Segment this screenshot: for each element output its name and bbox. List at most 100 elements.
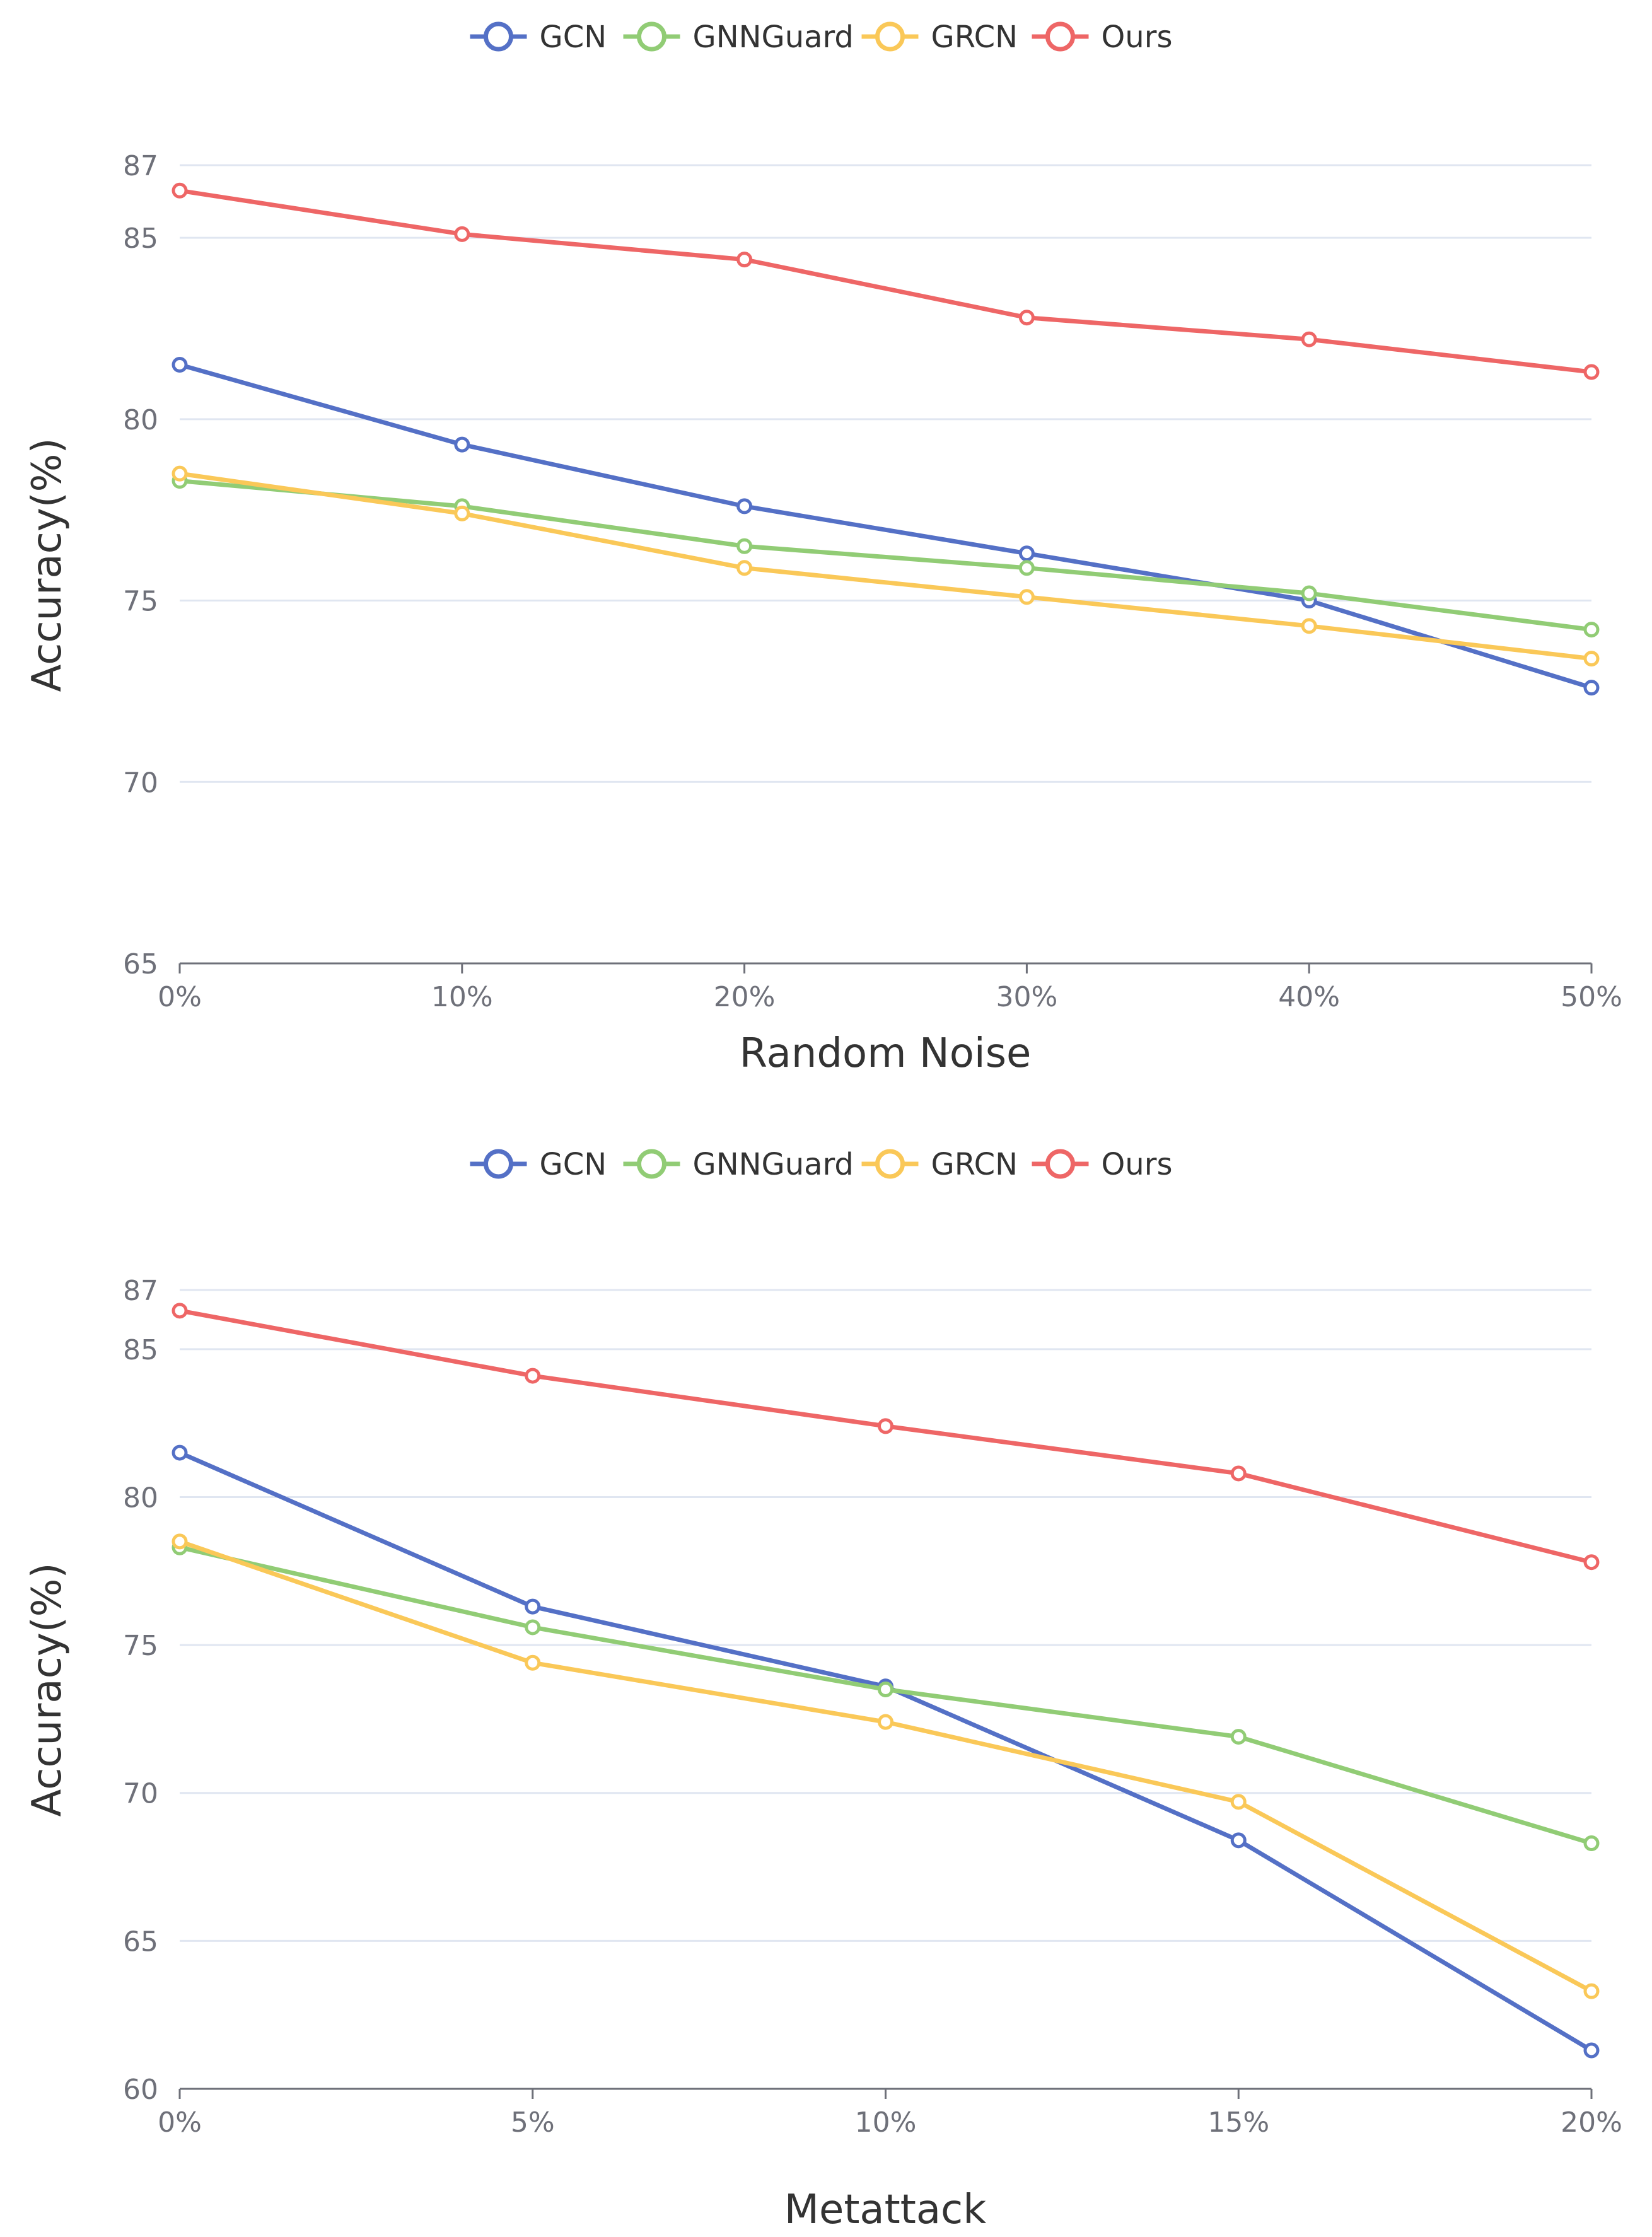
data-point[interactable]: [1230, 1729, 1247, 1745]
data-point[interactable]: [1230, 1465, 1247, 1482]
legend: GCN GNNGuard GRCN Ours: [470, 1147, 1173, 1182]
y-tick-label: 70: [123, 767, 158, 799]
series-gcn: [172, 1444, 1600, 2059]
y-axis-title: Accuracy(%): [24, 1563, 71, 1817]
x-axis-title: Metattack: [784, 2187, 987, 2233]
x-tick-label: 40%: [1278, 981, 1340, 1013]
data-point[interactable]: [1583, 1835, 1600, 1852]
x-tick-label: 5%: [511, 2106, 555, 2139]
data-point[interactable]: [525, 1654, 541, 1671]
data-point[interactable]: [736, 560, 753, 576]
x-tick-label: 0%: [158, 981, 202, 1013]
legend-marker-icon: [1045, 1149, 1075, 1179]
data-point[interactable]: [172, 1444, 188, 1461]
data-point[interactable]: [1583, 622, 1600, 638]
legend-item-ours[interactable]: Ours: [1032, 20, 1173, 55]
data-point[interactable]: [1301, 618, 1317, 634]
data-point[interactable]: [736, 252, 753, 268]
series-gnnguard: [172, 473, 1600, 638]
y-tick-label: 60: [123, 2074, 158, 2106]
data-point[interactable]: [736, 498, 753, 514]
data-point[interactable]: [1301, 585, 1317, 601]
data-point[interactable]: [1583, 651, 1600, 667]
x-tick-label: 30%: [996, 981, 1058, 1013]
data-point[interactable]: [736, 538, 753, 554]
series-line-grcn: [179, 471, 1592, 661]
y-tick-label: 65: [123, 1926, 158, 1958]
data-point[interactable]: [1018, 589, 1035, 605]
axes: 65 70 75 80 85 87 0% 10% 20% 30% 40% 50%: [123, 150, 1622, 1013]
x-tick-label: 10%: [855, 2106, 917, 2139]
data-point[interactable]: [1583, 2042, 1600, 2059]
legend-item-ours[interactable]: Ours: [1032, 1147, 1173, 1182]
y-tick-label: 85: [123, 1334, 158, 1366]
series-line-gcn: [179, 363, 1593, 690]
series-gcn: [172, 357, 1600, 696]
x-tick-label: 50%: [1561, 981, 1622, 1013]
series-layer: [172, 1303, 1600, 2059]
data-point[interactable]: [1018, 310, 1035, 326]
chart-metattack: GCN GNNGuard GRCN Ours 60 65 70 75 80 85 87 0% 5% 10…: [24, 1147, 1622, 2233]
y-tick-label: 80: [123, 1482, 158, 1514]
legend-label: GNNGuard: [693, 1147, 854, 1182]
x-tick-label: 15%: [1207, 2106, 1269, 2139]
series-layer: [172, 182, 1600, 696]
x-tick-label: 0%: [158, 2106, 202, 2139]
y-axis-title: Accuracy(%): [24, 438, 71, 692]
data-point[interactable]: [525, 1598, 541, 1615]
y-tick-label: 75: [123, 1630, 158, 1662]
legend-item-gnnguard[interactable]: GNNGuard: [623, 1147, 854, 1182]
series-grcn: [172, 465, 1600, 667]
data-point[interactable]: [172, 357, 188, 373]
axes: 60 65 70 75 80 85 87 0% 5% 10% 15% 20%: [123, 1275, 1622, 2139]
x-tick-label: 10%: [431, 981, 493, 1013]
y-tick-label: 85: [123, 223, 158, 255]
legend-marker-icon: [1045, 21, 1075, 52]
data-point[interactable]: [172, 1303, 188, 1319]
data-point[interactable]: [1583, 364, 1600, 380]
legend-item-gnnguard[interactable]: GNNGuard: [623, 20, 854, 55]
legend-item-grcn[interactable]: GRCN: [861, 1147, 1018, 1182]
data-point[interactable]: [172, 182, 188, 199]
legend-label: GRCN: [931, 20, 1018, 55]
series-line-ours: [179, 188, 1592, 375]
legend-item-gcn[interactable]: GCN: [470, 1147, 607, 1182]
data-point[interactable]: [172, 465, 188, 482]
legend-marker-icon: [875, 21, 905, 52]
y-tick-label: 65: [123, 948, 158, 980]
data-point[interactable]: [878, 1682, 893, 1697]
legend-marker-icon: [637, 1149, 666, 1179]
data-point[interactable]: [1583, 1983, 1600, 1999]
y-tick-label: 87: [123, 150, 158, 182]
data-point[interactable]: [525, 1368, 541, 1384]
legend-label: GCN: [540, 1147, 607, 1182]
data-point[interactable]: [172, 1533, 188, 1550]
data-point[interactable]: [454, 226, 470, 242]
series-line-gcn: [178, 1450, 1593, 2053]
data-point[interactable]: [1230, 1832, 1247, 1849]
series-gnnguard: [172, 1539, 1600, 1852]
legend-item-gcn[interactable]: GCN: [470, 20, 607, 55]
series-grcn: [172, 1533, 1600, 1999]
y-tick-label: 80: [123, 404, 158, 436]
legend-marker-icon: [484, 21, 513, 52]
grid: [180, 164, 1591, 783]
data-point[interactable]: [1230, 1794, 1247, 1810]
data-point[interactable]: [1018, 545, 1035, 562]
legend-label: Ours: [1102, 1147, 1173, 1182]
data-point[interactable]: [454, 436, 470, 453]
legend-marker-icon: [637, 21, 666, 52]
data-point[interactable]: [878, 1714, 893, 1730]
data-point[interactable]: [878, 1418, 893, 1434]
data-point[interactable]: [525, 1619, 541, 1636]
data-point[interactable]: [1018, 560, 1035, 576]
legend-marker-icon: [875, 1149, 905, 1179]
data-point[interactable]: [454, 505, 470, 521]
chart-random-noise: GCN GNNGuard GRCN Ours 65 70 75 80 85 87 0% 10% 20%…: [24, 20, 1622, 1077]
legend-item-grcn[interactable]: GRCN: [861, 20, 1018, 55]
y-tick-label: 70: [123, 1778, 158, 1810]
data-point[interactable]: [1301, 331, 1317, 347]
data-point[interactable]: [1583, 1554, 1600, 1571]
data-point[interactable]: [1583, 680, 1600, 696]
